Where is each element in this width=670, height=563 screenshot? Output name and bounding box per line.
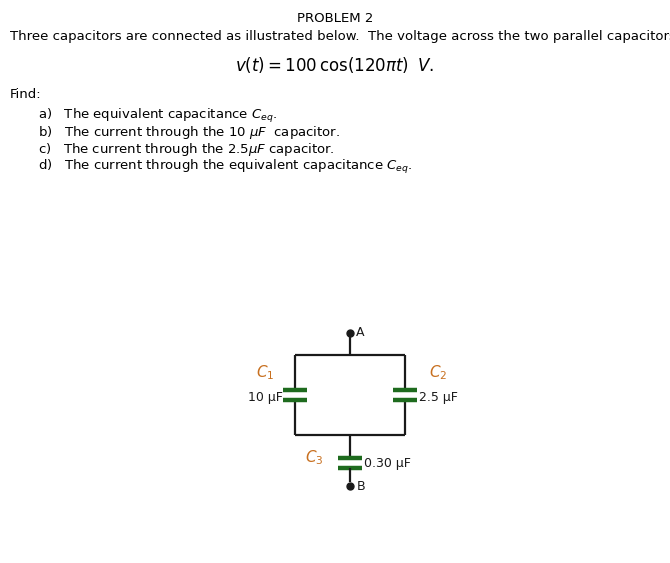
Text: Three capacitors are connected as illustrated below.  The voltage across the two: Three capacitors are connected as illust…: [10, 30, 670, 43]
Text: 2.5 μF: 2.5 μF: [419, 391, 458, 404]
Text: A: A: [356, 325, 364, 338]
Text: d)   The current through the equivalent capacitance $C_{eq}$.: d) The current through the equivalent ca…: [38, 158, 413, 176]
Text: a)   The equivalent capacitance $C_{eq}$.: a) The equivalent capacitance $C_{eq}$.: [38, 107, 277, 125]
Text: c)   The current through the 2.5$\mu F$ capacitor.: c) The current through the 2.5$\mu F$ ca…: [38, 141, 335, 158]
Text: 0.30 μF: 0.30 μF: [364, 457, 411, 470]
Text: $\mathit{C}_2$: $\mathit{C}_2$: [429, 364, 447, 382]
Text: $v(t) = 100\,\cos(120\pi t)\;\; V.$: $v(t) = 100\,\cos(120\pi t)\;\; V.$: [235, 55, 435, 75]
Text: B: B: [357, 480, 366, 493]
Text: $\mathit{C}_3$: $\mathit{C}_3$: [306, 449, 324, 467]
Text: Find:: Find:: [10, 88, 42, 101]
Text: PROBLEM 2: PROBLEM 2: [297, 12, 373, 25]
Text: $\mathit{C}_1$: $\mathit{C}_1$: [256, 364, 274, 382]
Text: 10 μF: 10 μF: [247, 391, 283, 404]
Text: b)   The current through the 10 $\mu F$  capacitor.: b) The current through the 10 $\mu F$ ca…: [38, 124, 340, 141]
